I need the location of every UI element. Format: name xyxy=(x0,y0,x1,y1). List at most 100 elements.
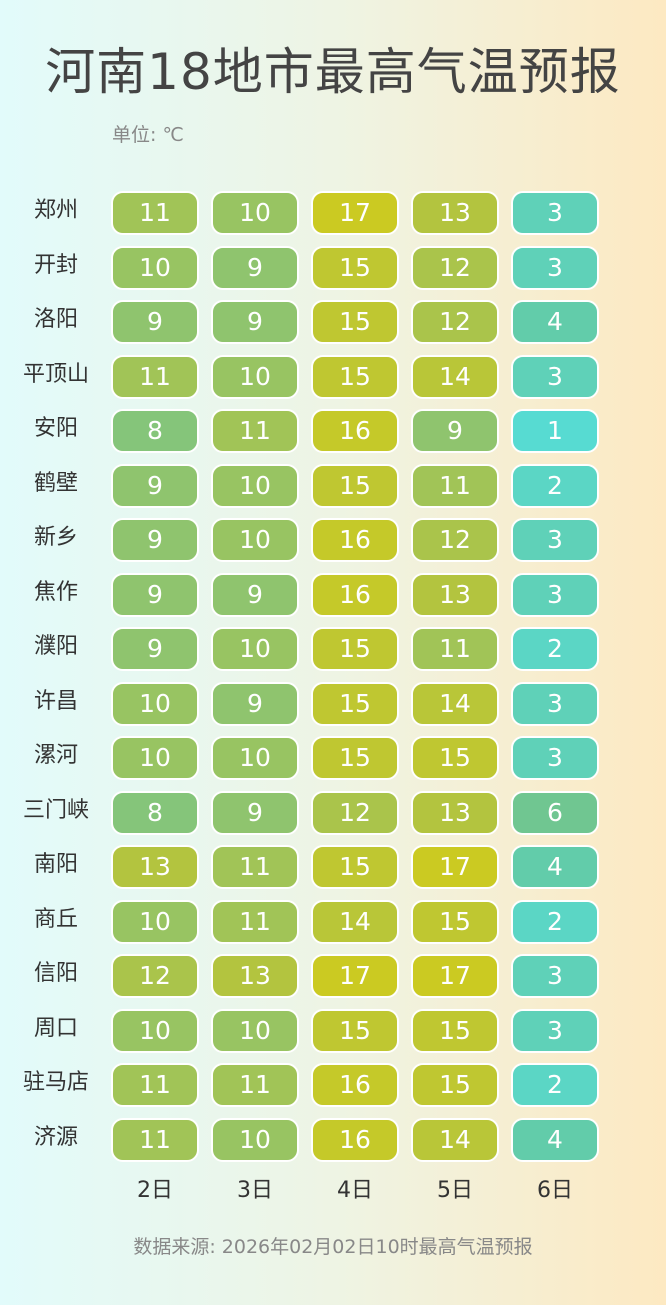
row-label: 安阳 xyxy=(33,416,78,441)
heatmap-cell: 15 xyxy=(411,899,499,944)
heatmap-cell: 10 xyxy=(111,736,199,780)
row-label: 商丘 xyxy=(33,906,78,932)
heatmap-cell: 14 xyxy=(411,354,499,399)
row-label: 洛阳 xyxy=(33,307,78,332)
unit-label: 单位: ℃ xyxy=(112,124,184,146)
row-label: 鹤壁 xyxy=(33,470,78,496)
heatmap-cell: 9 xyxy=(211,245,299,290)
heatmap-cell: 3 xyxy=(511,572,599,617)
heatmap-cell: 17 xyxy=(411,845,499,889)
heatmap-cell: 13 xyxy=(411,191,499,235)
heatmap-cell: 16 xyxy=(311,1063,399,1107)
heatmap-cell: 16 xyxy=(311,572,399,617)
heatmap-cell: 10 xyxy=(211,463,299,508)
heatmap-cell: 9 xyxy=(411,409,499,453)
column-label: 6日 xyxy=(537,1178,573,1203)
heatmap-cell: 4 xyxy=(511,1117,599,1162)
heatmap-cell: 16 xyxy=(311,409,399,453)
row-label: 郑州 xyxy=(33,198,78,223)
heatmap-cell: 11 xyxy=(411,627,499,671)
heatmap-cell: 12 xyxy=(311,790,399,835)
heatmap-cell: 3 xyxy=(511,954,599,998)
row-label: 周口 xyxy=(33,1015,78,1041)
heatmap-cell: 15 xyxy=(311,300,399,344)
heatmap-cell: 10 xyxy=(111,681,199,726)
heatmap-cell: 10 xyxy=(211,518,299,562)
data-source: 数据来源: 2026年02月02日10时最高气温预报 xyxy=(133,1236,533,1258)
row-label: 济源 xyxy=(33,1124,78,1150)
heatmap-cell: 4 xyxy=(511,300,599,344)
heatmap-cell: 10 xyxy=(211,1008,299,1053)
heatmap-cell: 9 xyxy=(211,572,299,617)
heatmap-cell: 9 xyxy=(211,681,299,726)
heatmap-cell: 11 xyxy=(211,899,299,944)
heatmap-cell: 9 xyxy=(211,300,299,344)
heatmap-cell: 9 xyxy=(211,790,299,835)
column-label: 2日 xyxy=(137,1178,173,1203)
heatmap-cell: 15 xyxy=(311,845,399,889)
heatmap-cell: 11 xyxy=(111,354,199,399)
heatmap-cell: 9 xyxy=(111,627,199,671)
heatmap-cell: 11 xyxy=(111,1117,199,1162)
chart-title: 河南18地市最高气温预报 xyxy=(45,43,621,101)
heatmap-cell: 16 xyxy=(311,518,399,562)
column-label: 5日 xyxy=(437,1178,473,1203)
heatmap-cell: 12 xyxy=(411,300,499,344)
heatmap-cell: 9 xyxy=(111,463,199,508)
heatmap-cell: 15 xyxy=(311,1008,399,1053)
heatmap-cell: 15 xyxy=(311,245,399,290)
row-label: 平顶山 xyxy=(22,361,89,387)
heatmap-cell: 10 xyxy=(111,1008,199,1053)
heatmap-cell: 9 xyxy=(111,518,199,562)
heatmap-cell: 2 xyxy=(511,463,599,508)
heatmap-cell: 15 xyxy=(411,736,499,780)
heatmap-cell: 10 xyxy=(211,354,299,399)
heatmap-cell: 12 xyxy=(411,518,499,562)
heatmap-cell: 15 xyxy=(311,681,399,726)
heatmap-cell: 17 xyxy=(311,191,399,235)
heatmap-cell: 8 xyxy=(111,790,199,835)
heatmap-cell: 8 xyxy=(111,409,199,453)
heatmap-cell: 10 xyxy=(211,627,299,671)
heatmap-cell: 12 xyxy=(411,245,499,290)
heatmap-cell: 13 xyxy=(411,790,499,835)
heatmap-cell: 14 xyxy=(411,1117,499,1162)
row-label: 焦作 xyxy=(33,579,78,605)
row-label: 信阳 xyxy=(33,961,78,986)
heatmap-cell: 10 xyxy=(211,1117,299,1162)
row-label: 新乡 xyxy=(33,525,78,550)
heatmap-cell: 14 xyxy=(411,681,499,726)
row-label: 许昌 xyxy=(33,688,78,714)
heatmap-cell: 3 xyxy=(511,245,599,290)
heatmap-cell: 1 xyxy=(511,409,599,453)
heatmap-cell: 10 xyxy=(111,245,199,290)
row-label: 南阳 xyxy=(33,852,78,877)
row-label: 三门峡 xyxy=(22,797,89,823)
heatmap-cell: 15 xyxy=(311,627,399,671)
heatmap-cell: 15 xyxy=(311,354,399,399)
heatmap-cell: 12 xyxy=(111,954,199,998)
heatmap-cell: 3 xyxy=(511,191,599,235)
heatmap-cell: 13 xyxy=(111,845,199,889)
heatmap-cell: 11 xyxy=(111,1063,199,1107)
heatmap-cell: 16 xyxy=(311,1117,399,1162)
heatmap-cell: 2 xyxy=(511,899,599,944)
heatmap-cell: 11 xyxy=(211,1063,299,1107)
heatmap-cell: 6 xyxy=(511,790,599,835)
heatmap-cell: 15 xyxy=(311,736,399,780)
heatmap-cell: 10 xyxy=(111,899,199,944)
row-label: 驻马店 xyxy=(22,1070,89,1095)
heatmap-cell: 11 xyxy=(211,845,299,889)
heatmap-cell: 3 xyxy=(511,518,599,562)
heatmap-cell: 9 xyxy=(111,300,199,344)
heatmap-cell: 2 xyxy=(511,1063,599,1107)
heatmap-cell: 3 xyxy=(511,354,599,399)
heatmap-cell: 14 xyxy=(311,899,399,944)
row-label: 漯河 xyxy=(33,743,78,768)
heatmap-cell: 10 xyxy=(211,736,299,780)
heatmap-cell: 11 xyxy=(411,463,499,508)
heatmap-cell: 4 xyxy=(511,845,599,889)
row-label: 开封 xyxy=(33,252,78,278)
column-label: 4日 xyxy=(337,1178,373,1203)
heatmap-cell: 13 xyxy=(211,954,299,998)
